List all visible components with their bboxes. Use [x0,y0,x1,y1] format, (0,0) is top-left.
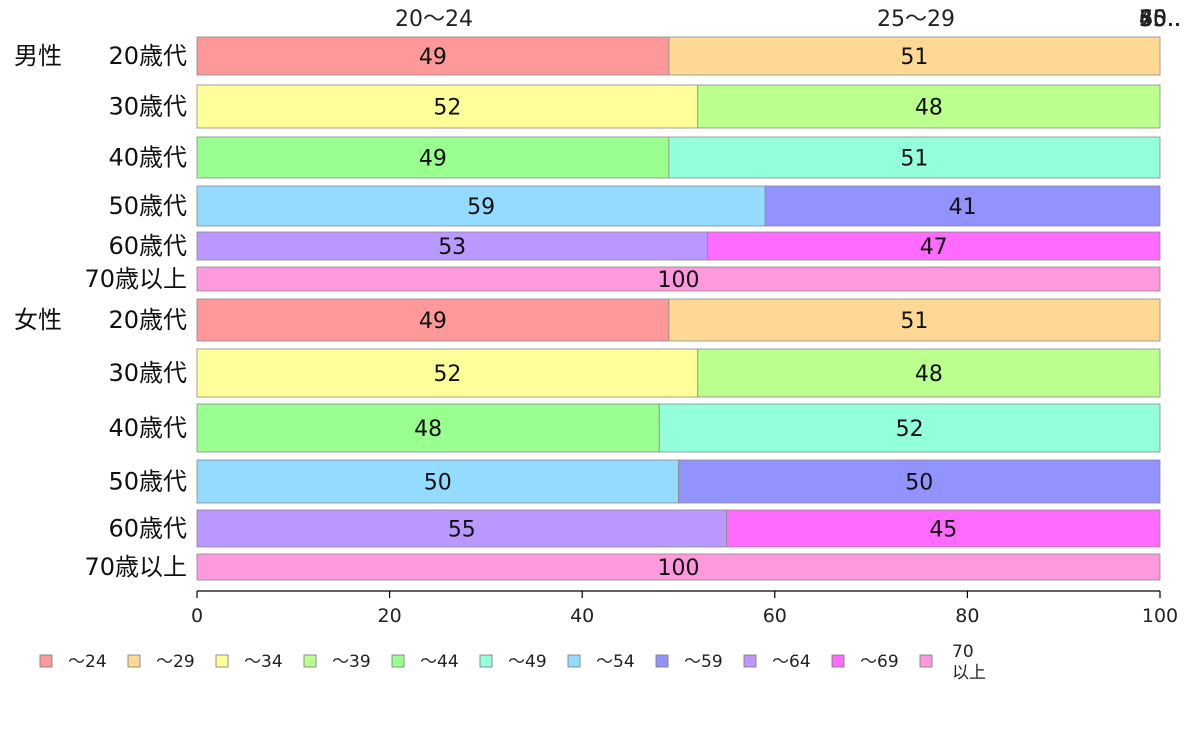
bar-segment [764,185,1161,227]
category-label: 50歳代 [108,468,187,496]
bar-segment [196,459,679,504]
data-label: 55 [448,518,476,543]
top-label: 35.. [1139,7,1181,32]
top-label: 50.. [1139,7,1181,32]
legend-label: 〜54 [596,652,635,672]
bar-segment [196,231,708,261]
category-label: 20歳代 [108,306,187,334]
data-label: 51 [900,147,928,172]
legend-label: 〜69 [860,652,899,672]
bar-segment [196,553,1161,581]
data-label: 51 [900,45,928,70]
bar-segment [196,185,766,227]
legend-swatch [743,654,757,668]
data-label: 48 [414,417,442,442]
bar-segment [196,348,699,398]
legend-label: 〜24 [68,652,107,672]
legend-label: 70 以上 [952,642,986,683]
x-tick-label: 80 [955,605,979,627]
top-label: 70.. [1139,7,1181,32]
data-label: 48 [915,362,943,387]
bar-segment [196,509,728,548]
category-label: 30歳代 [108,359,187,387]
bar-segment [668,136,1161,179]
category-label: 40歳代 [108,144,187,172]
data-label: 52 [896,417,924,442]
top-label: 65.. [1139,7,1181,32]
bar-segment [196,298,670,342]
top-label: 45.. [1139,7,1181,32]
data-label: 52 [433,96,461,121]
category-label: 60歳代 [108,515,187,543]
top-label: 20〜24 [395,7,473,32]
legend-label: 〜59 [684,652,723,672]
legend-swatch [919,654,933,668]
top-label: 55.. [1139,7,1181,32]
data-label: 100 [658,556,700,581]
data-label: 48 [915,96,943,121]
legend-label: 〜64 [772,652,811,672]
data-label: 47 [920,235,948,260]
bar-segment [726,509,1161,548]
bar-segment [658,403,1161,453]
x-tick-label: 100 [1142,605,1178,627]
top-label: 40.. [1139,7,1181,32]
category-label: 20歳代 [108,42,187,70]
data-label: 49 [419,45,447,70]
legend-label: 〜49 [508,652,547,672]
data-label: 50 [424,471,452,496]
legend-swatch [831,654,845,668]
category-label: 60歳代 [108,232,187,260]
bar-segment [668,36,1161,76]
top-label: 30.. [1139,7,1181,32]
data-label: 49 [419,309,447,334]
data-label: 49 [419,147,447,172]
bar-segment [678,459,1161,504]
legend-label: 〜34 [244,652,283,672]
group-label: 男性 [14,42,62,70]
bar-segment [706,231,1161,261]
bar-segment [196,36,670,76]
category-label: 70歳以上 [84,553,187,581]
x-tick-label: 0 [191,605,203,627]
x-tick-label: 40 [570,605,594,627]
legend-swatch [655,654,669,668]
bar-segment [196,84,699,129]
data-label: 50 [905,471,933,496]
data-label: 100 [658,268,700,293]
x-tick-label: 60 [763,605,787,627]
legend-label: 〜39 [332,652,371,672]
data-label: 51 [900,309,928,334]
data-label: 45 [929,518,957,543]
group-label: 女性 [14,306,62,334]
category-label: 40歳代 [108,414,187,442]
legend-swatch [391,654,405,668]
x-tick-label: 20 [378,605,402,627]
data-label: 41 [949,195,977,220]
legend-label: 〜44 [420,652,459,672]
bar-segment [697,84,1161,129]
legend-swatch [567,654,581,668]
data-label: 52 [433,362,461,387]
legend-swatch [39,654,53,668]
top-label: 60.. [1139,7,1181,32]
bar-segment [196,266,1161,292]
legend-swatch [479,654,493,668]
legend-label: 〜29 [156,652,195,672]
legend-swatch [303,654,317,668]
legend-swatch [127,654,141,668]
bar-segment [697,348,1161,398]
data-label: 53 [438,235,466,260]
category-label: 70歳以上 [84,265,187,293]
bar-segment [196,403,660,453]
data-label: 59 [467,195,495,220]
category-label: 30歳代 [108,93,187,121]
category-label: 50歳代 [108,192,187,220]
top-label: 25〜29 [877,7,955,32]
bar-segment [668,298,1161,342]
legend-swatch [215,654,229,668]
